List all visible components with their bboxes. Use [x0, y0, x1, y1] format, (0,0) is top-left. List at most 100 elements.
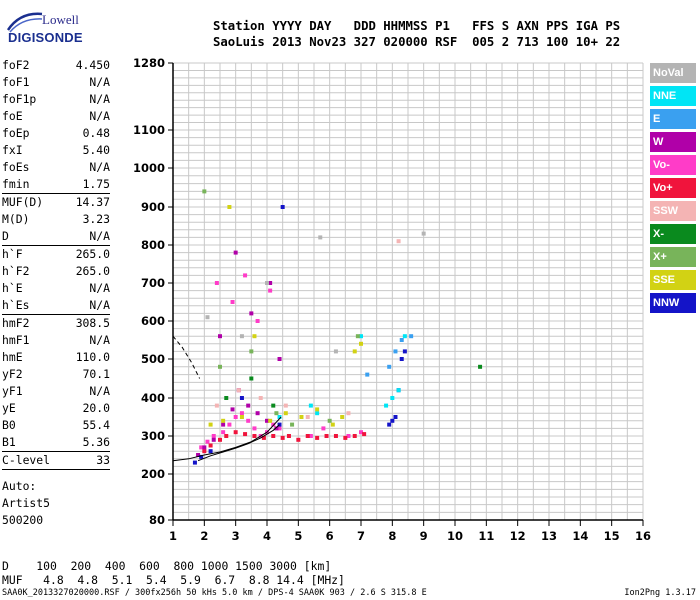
param-value: 20.0: [82, 401, 110, 415]
data-point-Vo+: [208, 443, 213, 448]
x-tick-label: 4: [263, 529, 271, 543]
param-row: fmin 1.75: [2, 176, 110, 193]
x-tick-label: 13: [541, 529, 557, 543]
separator: [2, 469, 110, 470]
param-value: 70.1: [82, 367, 110, 381]
legend-item: X-: [650, 224, 696, 244]
data-point-E: [399, 338, 404, 342]
x-tick-label: 3: [232, 529, 240, 543]
y-tick-label: 800: [141, 238, 165, 252]
logo-line2: DIGISONDE: [8, 30, 83, 45]
data-point-SSW: [396, 239, 401, 244]
data-point-NNW: [402, 349, 407, 354]
param-row: B1 5.36: [2, 434, 110, 451]
data-point-NNW: [277, 422, 282, 427]
data-point-X-: [478, 364, 483, 369]
data-point-Vo-: [211, 434, 216, 438]
parameters-panel: foF2 4.450 foF1 N/A foF1p N/A foE N/A foEp 0.48 fx…: [2, 57, 110, 470]
param-name: hmF1: [2, 333, 30, 347]
data-point-NoVal: [265, 281, 269, 285]
param-name: foE: [2, 109, 23, 123]
param-value: 265.0: [75, 247, 110, 261]
data-point-NNW: [199, 454, 204, 459]
x-tick-label: 8: [388, 529, 396, 543]
data-point-X+: [327, 418, 332, 423]
data-point-Vo+: [224, 434, 229, 438]
param-value: 3.23: [82, 212, 110, 226]
param-row: fxI 5.40: [2, 142, 110, 159]
data-point-NNW: [393, 415, 398, 419]
param-row: h`F2 265.0: [2, 263, 110, 280]
y-tick-label: 400: [141, 391, 165, 405]
data-point-NNW: [387, 422, 392, 427]
data-point-W: [249, 311, 254, 316]
data-point-SSE: [359, 341, 363, 346]
data-point-NNW: [192, 460, 197, 465]
data-point-W: [274, 426, 279, 431]
param-row: yE 20.0: [2, 400, 110, 417]
param-row: hmE 110.0: [2, 349, 110, 366]
distance-muf-table: D 100 200 400 600 800 1000 1500 3000 [km…: [2, 559, 345, 587]
footer-info: SAA0K_2013327020000.RSF / 300fx256h 50 k…: [2, 588, 427, 598]
data-point-X+: [290, 422, 295, 427]
data-point-W: [218, 334, 222, 339]
data-point-X+: [249, 349, 254, 354]
param-name: foF1: [2, 75, 30, 89]
data-point-Vo+: [296, 437, 301, 442]
data-point-NNE: [384, 403, 389, 408]
station-header: Station YYYY DAY DDD HHMMSS P1 FFS S AXN…: [213, 18, 620, 50]
param-row: h`Es N/A: [2, 297, 110, 314]
legend-item: NNE: [650, 86, 696, 106]
y-tick-label: 900: [141, 200, 165, 214]
data-point-NNW: [399, 357, 404, 361]
param-name: yF2: [2, 367, 23, 381]
auto-scaling-info: Auto: Artist5 500200: [2, 478, 50, 529]
data-point-Vo-: [308, 434, 313, 438]
data-point-Vo-: [214, 281, 219, 285]
data-point-X+: [218, 364, 222, 369]
separator: [2, 245, 110, 246]
param-row: MUF(D) 14.37: [2, 194, 110, 211]
data-point-Vo+: [333, 434, 338, 438]
data-point-E: [365, 372, 370, 377]
legend-item: E: [650, 109, 696, 129]
data-point-NNW: [390, 418, 395, 423]
param-value: 4.450: [75, 58, 110, 72]
data-point-W: [202, 445, 207, 450]
data-point-NNE: [315, 411, 320, 416]
param-value: 33: [96, 453, 110, 467]
param-row: D N/A: [2, 228, 110, 245]
param-value: 55.4: [82, 418, 110, 432]
lowell-digisonde-logo: Lowell DIGISONDE: [2, 6, 112, 50]
data-point-Vo-: [271, 422, 276, 427]
param-name: yE: [2, 401, 16, 415]
legend-item: X+: [650, 247, 696, 267]
param-name: h`E: [2, 281, 23, 295]
param-value: N/A: [89, 160, 110, 174]
legend-item: SSW: [650, 201, 696, 221]
data-point-Vo-: [199, 445, 204, 450]
auto-label: Auto:: [2, 479, 37, 493]
data-point-X-: [271, 403, 276, 408]
data-point-SSW: [283, 403, 288, 408]
x-tick-label: 10: [447, 529, 463, 543]
muf-row: MUF 4.8 4.8 5.1 5.4 5.9 6.7 8.8 14.4 [MH…: [2, 573, 345, 587]
data-point-NNE: [402, 334, 407, 339]
direction-legend: NoVal NNE E W Vo- Vo+ SSW X- X+ SSE NNW: [650, 63, 696, 316]
data-point-SSE: [239, 415, 244, 419]
data-point-NNE: [277, 415, 282, 419]
data-point-X+: [202, 189, 207, 194]
param-row: yF1 N/A: [2, 383, 110, 400]
data-point-W: [265, 418, 269, 423]
param-value: N/A: [89, 281, 110, 295]
data-point-SSE: [340, 415, 345, 419]
data-point-NNE: [359, 334, 363, 339]
param-value: 0.48: [82, 126, 110, 140]
data-point-W: [211, 437, 216, 442]
x-tick-label: 15: [604, 529, 620, 543]
data-point-SSE: [283, 411, 288, 416]
param-value: N/A: [89, 109, 110, 123]
param-name: foF1p: [2, 92, 37, 106]
grid-layer: [172, 62, 644, 521]
